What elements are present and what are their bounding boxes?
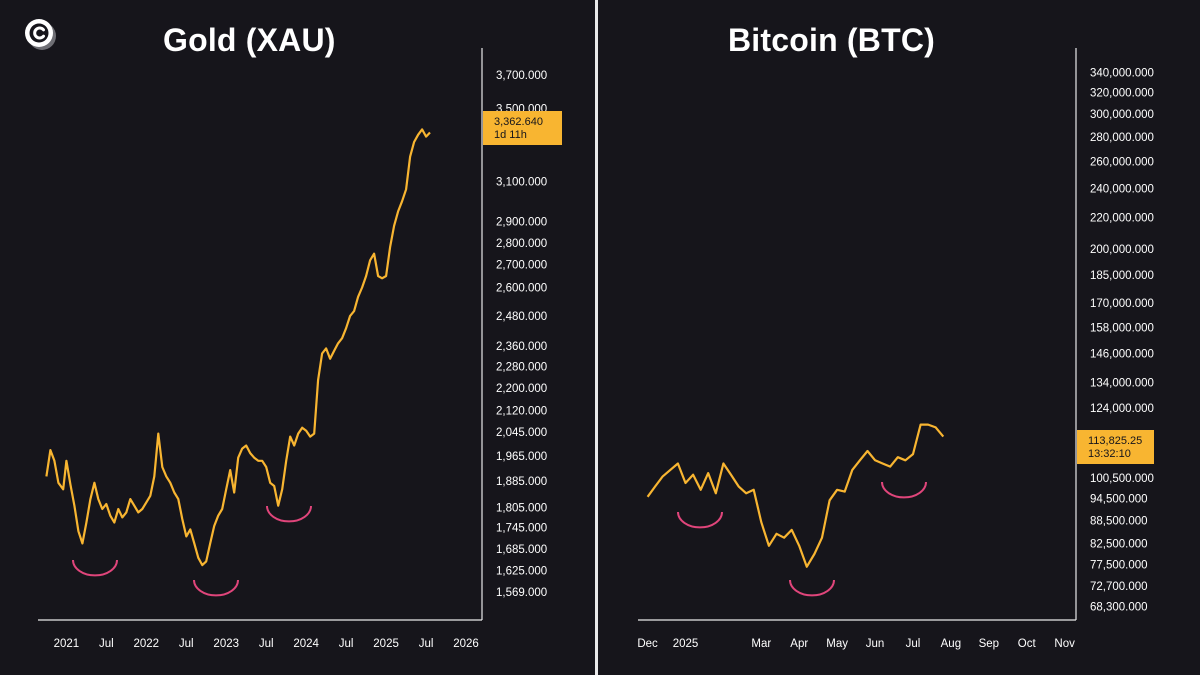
gold-y-tick-label: 1,569.000 [496,587,547,599]
gold-y-tick-label: 2,480.000 [496,311,547,323]
btc-x-tick-label: 2025 [673,638,699,650]
gold-price-line [45,128,431,567]
btc-y-tick-label: 300,000.000 [1090,109,1154,121]
gold-chart-title: Gold (XAU) [163,22,336,58]
btc-y-tick-label: 134,000.000 [1090,377,1154,389]
gold-x-tick-label: 2021 [54,638,80,650]
gold-last-price-value: 3,362.640 [494,116,543,128]
gold-smile-annotation [72,559,118,577]
gold-x-tick-label: Jul [99,638,114,650]
gold-x-tick-label: Jul [259,638,274,650]
gold-y-tick-label: 2,600.000 [496,282,547,294]
btc-smile-annotation [789,579,835,597]
copyright-c-logo-icon [25,19,56,50]
gold-y-tick-label: 2,700.000 [496,260,547,272]
gold-y-tick-label: 3,700.000 [496,70,547,82]
gold-last-price-badge [483,111,562,145]
gold-x-tick-label: 2023 [213,638,239,650]
gold-x-tick-label: Jul [339,638,354,650]
btc-y-tick-label: 94,500.000 [1090,494,1148,506]
btc-x-tick-label: Mar [751,638,771,650]
btc-x-tick-label: Oct [1018,638,1037,650]
btc-y-tick-label: 260,000.000 [1090,157,1154,169]
btc-smile-annotation [677,511,723,529]
btc-y-tick-label: 340,000.000 [1090,67,1154,79]
gold-smile-annotation [266,505,312,523]
gold-y-tick-label: 1,965.000 [496,451,547,463]
gold-y-tick-label: 1,625.000 [496,566,547,578]
btc-last-price-countdown: 13:32:10 [1088,448,1131,460]
gold-y-tick-label: 2,200.000 [496,383,547,395]
btc-y-tick-label: 77,500.000 [1090,560,1148,572]
btc-y-tick-label: 220,000.000 [1090,212,1154,224]
gold-y-tick-label: 3,100.000 [496,176,547,188]
gold-y-tick-label: 2,280.000 [496,362,547,374]
btc-price-line [646,423,945,568]
gold-y-tick-label: 1,745.000 [496,523,547,535]
btc-y-tick-label: 124,000.000 [1090,403,1154,415]
gold-y-tick-label: 2,045.000 [496,427,547,439]
btc-x-tick-label: Nov [1054,638,1075,650]
gold-last-price-countdown: 1d 11h [494,129,527,141]
btc-smile-annotation [881,481,927,499]
btc-y-tick-label: 185,000.000 [1090,270,1154,282]
gold-y-tick-label: 1,805.000 [496,502,547,514]
btc-chart-title: Bitcoin (BTC) [728,22,936,58]
btc-x-tick-label: Sep [979,638,999,650]
btc-y-tick-label: 146,000.000 [1090,349,1154,361]
panel-divider [595,0,598,675]
btc-y-tick-label: 100,500.000 [1090,473,1154,485]
gold-x-tick-label: 2022 [134,638,160,650]
gold-y-tick-label: 2,120.000 [496,405,547,417]
btc-y-tick-label: 240,000.000 [1090,183,1154,195]
btc-y-tick-label: 280,000.000 [1090,132,1154,144]
gold-y-tick-label: 2,800.000 [496,238,547,250]
btc-x-tick-label: May [826,638,848,650]
btc-y-tick-label: 68,300.000 [1090,602,1148,614]
btc-y-tick-label: 72,700.000 [1090,581,1148,593]
gold-y-tick-label: 1,885.000 [496,476,547,488]
btc-x-tick-label: Aug [941,638,961,650]
gold-x-tick-label: Jul [419,638,434,650]
btc-y-tick-label: 88,500.000 [1090,515,1148,527]
btc-last-price-badge [1077,430,1154,464]
btc-x-tick-label: Apr [790,638,808,650]
gold-y-tick-label: 2,360.000 [496,341,547,353]
gold-x-tick-label: 2024 [293,638,319,650]
btc-last-price-value: 113,825.25 [1088,435,1142,447]
gold-x-tick-label: 2026 [453,638,479,650]
btc-y-tick-label: 82,500.000 [1090,539,1148,551]
gold-x-tick-label: 2025 [373,638,399,650]
gold-y-tick-label: 2,900.000 [496,217,547,229]
btc-x-tick-label: Dec [637,638,658,650]
gold-smile-annotation [193,579,239,597]
btc-y-tick-label: 170,000.000 [1090,298,1154,310]
btc-y-tick-label: 158,000.000 [1090,322,1154,334]
btc-x-tick-label: Jul [906,638,921,650]
gold-y-tick-label: 1,685.000 [496,544,547,556]
btc-x-tick-label: Jun [866,638,885,650]
gold-x-tick-label: Jul [179,638,194,650]
btc-y-tick-label: 200,000.000 [1090,244,1154,256]
btc-y-tick-label: 320,000.000 [1090,88,1154,100]
